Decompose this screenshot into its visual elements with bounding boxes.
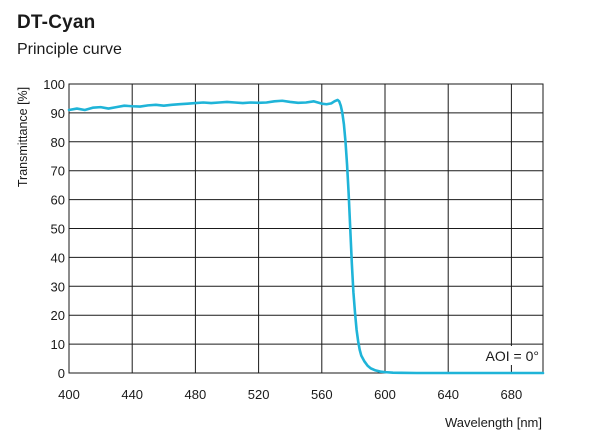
x-tick-label: 680 <box>501 387 523 402</box>
aoi-annotation: AOI = 0° <box>486 348 539 364</box>
transmittance-curve <box>67 98 545 375</box>
x-tick-label: 640 <box>437 387 459 402</box>
y-tick-label: 0 <box>58 366 65 381</box>
grid-lines <box>68 83 544 374</box>
chart-title: DT-Cyan <box>17 12 96 33</box>
y-tick-label: 60 <box>51 193 65 208</box>
x-tick-label: 520 <box>248 387 270 402</box>
y-tick-label: 10 <box>51 337 65 352</box>
y-tick-label: 90 <box>51 106 65 121</box>
plot-frame <box>68 83 544 374</box>
x-tick-labels: 400 440 480 520 560 600 640 680 <box>58 387 522 402</box>
chart-subtitle: Principle curve <box>17 41 122 58</box>
x-tick-label: 560 <box>311 387 333 402</box>
annotation-background <box>478 346 540 365</box>
x-axis-label: Wavelength [nm] <box>445 415 542 430</box>
y-tick-labels: 0 10 20 30 40 50 60 70 80 90 100 <box>43 77 65 381</box>
x-tick-label: 440 <box>121 387 143 402</box>
y-tick-label: 20 <box>51 308 65 323</box>
y-tick-label: 40 <box>51 250 65 265</box>
y-tick-label: 50 <box>51 222 65 237</box>
series-group <box>67 98 545 375</box>
x-tick-label: 400 <box>58 387 80 402</box>
x-tick-label: 480 <box>185 387 207 402</box>
y-tick-label: 80 <box>51 135 65 150</box>
y-tick-label: 30 <box>51 279 65 294</box>
x-tick-label: 600 <box>374 387 396 402</box>
y-tick-label: 70 <box>51 164 65 179</box>
y-axis-label: Transmittance [%] <box>16 87 30 187</box>
y-tick-label: 100 <box>43 77 65 92</box>
